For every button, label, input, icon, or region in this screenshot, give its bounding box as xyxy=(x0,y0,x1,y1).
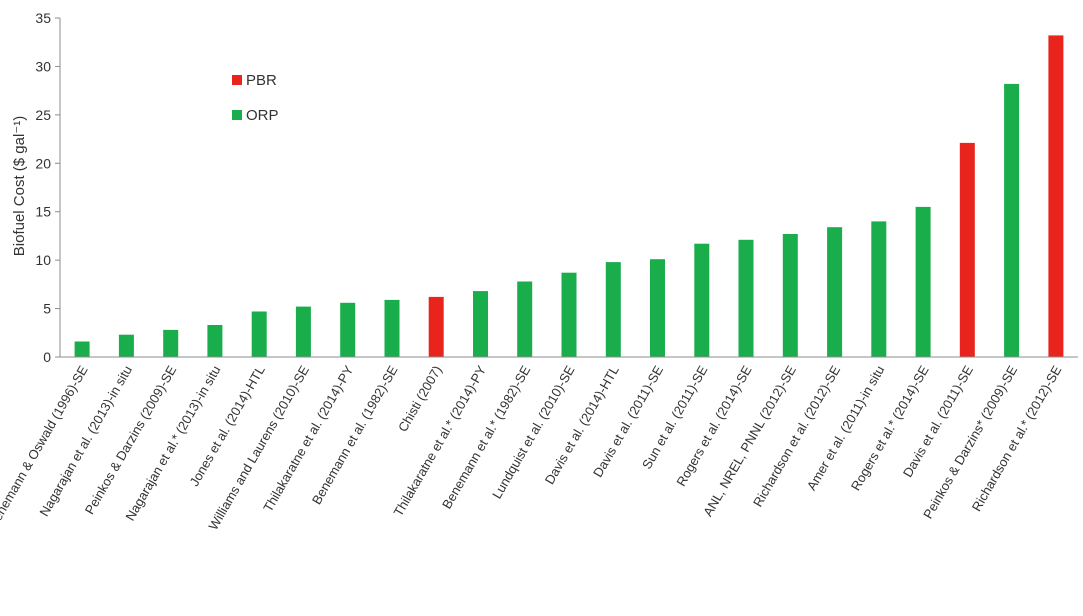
bar xyxy=(561,272,577,357)
x-category-label: Lundquist et al. (2010)-SE xyxy=(489,363,578,502)
bar xyxy=(340,302,356,357)
x-category-label: Chisti (2007) xyxy=(395,363,445,434)
x-category-label: Benemann et al.* (1982)-SE xyxy=(439,363,533,512)
bar xyxy=(517,281,533,357)
bar xyxy=(694,243,710,357)
bar xyxy=(782,234,798,357)
legend-label: ORP xyxy=(246,107,279,124)
bar xyxy=(959,142,975,357)
y-tick-label: 0 xyxy=(43,349,51,365)
x-category-label: Richardson et al. (2012)-SE xyxy=(750,363,843,510)
y-tick-label: 10 xyxy=(35,252,51,268)
bar xyxy=(207,325,223,357)
bar xyxy=(738,239,754,357)
bar xyxy=(1004,83,1020,358)
bar xyxy=(74,341,90,357)
y-tick-label: 15 xyxy=(35,204,51,220)
x-category-label: Peinkos & Darzins (2009)-SE xyxy=(82,363,180,517)
y-axis-label: Biofuel Cost ($ gal⁻¹) xyxy=(11,116,28,256)
y-tick-label: 20 xyxy=(35,155,51,171)
bar xyxy=(428,296,444,357)
legend: PBR ORP xyxy=(232,72,279,124)
bar xyxy=(915,206,931,357)
y-tick-label: 25 xyxy=(35,107,51,123)
legend-swatch xyxy=(232,110,242,120)
bar xyxy=(118,334,134,357)
bar xyxy=(827,227,843,357)
bar xyxy=(295,306,311,357)
y-tick-label: 5 xyxy=(43,301,51,317)
y-axis: 0 5 10 15 20 25 30 35 xyxy=(35,10,61,365)
x-category-label: Benemann et al. (1982)-SE xyxy=(309,363,401,507)
bar xyxy=(650,259,665,357)
legend-swatch xyxy=(232,75,242,85)
x-category-label: Rogers et al.* (2014)-SE xyxy=(848,363,932,493)
x-category-label: Richardson et al.* (2012)-SE xyxy=(969,363,1065,514)
bar xyxy=(1048,35,1064,358)
y-tick-label: 30 xyxy=(35,58,51,74)
bar xyxy=(605,262,621,357)
y-tick-label: 35 xyxy=(35,10,51,26)
bar xyxy=(384,299,400,357)
bars xyxy=(74,35,1064,358)
x-category-label: Amer et al. (2011)-in situ xyxy=(804,363,888,493)
bar xyxy=(251,311,267,357)
x-category-label: Thilakaratne et al. (2014)-PY xyxy=(260,363,356,515)
legend-label: PBR xyxy=(246,72,277,89)
bar xyxy=(473,291,488,357)
bar xyxy=(163,329,179,357)
bar xyxy=(871,221,887,357)
